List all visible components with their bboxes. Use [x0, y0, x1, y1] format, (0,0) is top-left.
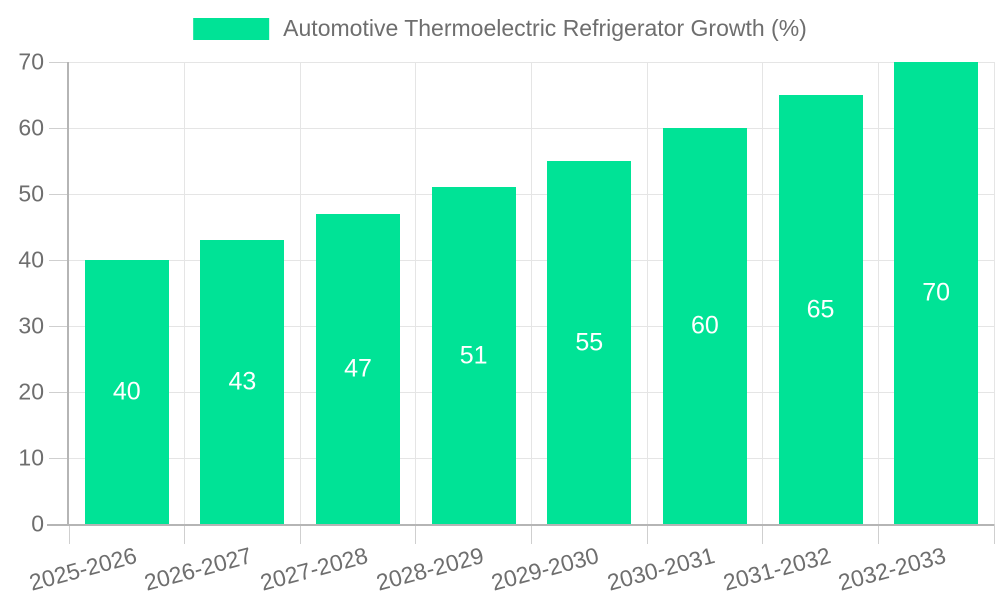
- x-axis-tick: [531, 524, 532, 544]
- y-axis-tick: [49, 457, 69, 459]
- x-tick-label: 2028-2029: [373, 542, 487, 596]
- x-axis-tick: [299, 524, 301, 544]
- bar: [894, 62, 979, 524]
- x-tick-label: 2025-2026: [26, 542, 140, 596]
- bar: [84, 260, 169, 524]
- y-axis-tick: [49, 193, 69, 195]
- bar: [778, 95, 863, 524]
- bar: [200, 240, 285, 524]
- x-axis-tick: [184, 524, 186, 544]
- x-tick-label: 2032-2033: [835, 542, 949, 596]
- gridline-vertical: [415, 62, 417, 524]
- bar-value-label: 40: [112, 377, 141, 406]
- gridline-vertical: [646, 62, 648, 524]
- gridline-vertical: [993, 62, 995, 524]
- x-axis-tick: [993, 524, 995, 544]
- x-axis-tick: [415, 524, 417, 544]
- gridline-vertical: [531, 62, 532, 524]
- bar: [662, 128, 747, 524]
- bar-value-label: 70: [922, 278, 951, 307]
- x-tick-label: 2026-2027: [141, 542, 255, 596]
- x-tick-label: 2030-2031: [604, 542, 718, 596]
- x-axis-tick: [646, 524, 648, 544]
- bar-value-label: 43: [228, 367, 257, 396]
- bar: [316, 213, 401, 524]
- gridline-vertical: [184, 62, 186, 524]
- x-tick-label: 2027-2028: [257, 542, 371, 596]
- y-tick-label: 30: [18, 312, 44, 339]
- bar: [431, 187, 516, 524]
- bar: [547, 161, 632, 524]
- plot-area: 0 10 20 30 40 50 60 70 40 2025-2026 43 2026-2027 47 2…: [18, 50, 995, 596]
- gridline-vertical: [299, 62, 301, 524]
- bar-value-label: 60: [691, 311, 719, 340]
- y-axis-tick: [49, 391, 69, 393]
- y-tick-label: 20: [18, 378, 44, 405]
- x-axis-tick: [762, 524, 764, 544]
- legend-label: Automotive Thermoelectric Refrigerator G…: [283, 15, 807, 41]
- x-axis-line: [47, 524, 994, 526]
- y-axis-tick: [49, 259, 69, 261]
- gridline-vertical: [762, 62, 764, 524]
- gridline-vertical: [877, 62, 879, 524]
- y-tick-label: 0: [31, 510, 44, 537]
- y-tick-label: 50: [18, 180, 44, 207]
- x-tick-label: 2031-2032: [720, 542, 834, 596]
- y-tick-label: 70: [18, 48, 44, 75]
- bar-value-label: 51: [459, 341, 488, 370]
- x-axis-tick: [877, 524, 879, 544]
- y-axis-tick: [49, 127, 69, 129]
- y-tick-label: 10: [18, 444, 44, 471]
- legend-swatch-icon: [193, 17, 270, 40]
- bar-value-label: 65: [806, 295, 835, 323]
- bar-value-label: 55: [575, 328, 604, 356]
- y-axis-line: [67, 62, 69, 524]
- bar-value-label: 47: [344, 354, 372, 383]
- y-tick-label: 60: [18, 114, 44, 141]
- x-axis-tick: [68, 524, 70, 544]
- y-tick-label: 40: [18, 246, 44, 273]
- legend-item[interactable]: Automotive Thermoelectric Refrigerator G…: [193, 17, 807, 40]
- x-tick-label: 2029-2030: [488, 542, 602, 596]
- y-axis-tick: [49, 61, 69, 63]
- y-axis-tick: [49, 325, 69, 327]
